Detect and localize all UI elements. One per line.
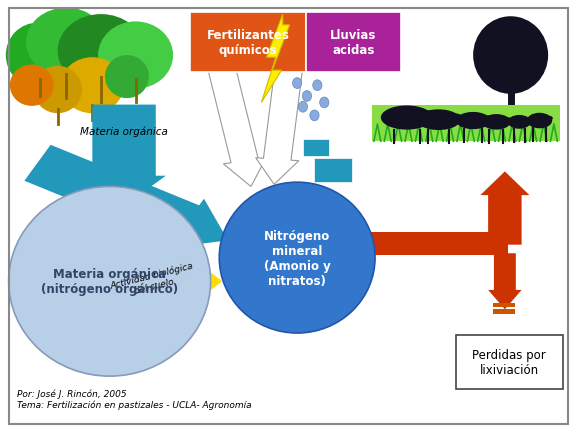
Ellipse shape (526, 118, 531, 123)
Text: Lluvias
acidas: Lluvias acidas (330, 29, 377, 57)
Text: Nitrógeno
mineral
(Amonio y
nitratos): Nitrógeno mineral (Amonio y nitratos) (264, 229, 331, 287)
Ellipse shape (33, 67, 82, 114)
Polygon shape (488, 254, 522, 310)
Ellipse shape (310, 111, 319, 121)
Ellipse shape (6, 24, 69, 88)
Ellipse shape (302, 91, 312, 102)
Polygon shape (261, 15, 290, 103)
Polygon shape (480, 172, 530, 245)
Bar (314, 159, 352, 183)
Ellipse shape (9, 187, 211, 376)
Ellipse shape (98, 22, 173, 89)
Ellipse shape (456, 113, 490, 130)
Ellipse shape (219, 183, 375, 333)
Ellipse shape (313, 81, 322, 91)
Bar (366, 232, 508, 256)
Text: Fertilizantes
químicos: Fertilizantes químicos (207, 29, 290, 57)
Ellipse shape (105, 56, 149, 99)
Text: Materia orgánica
(nitrógeno orgánico): Materia orgánica (nitrógeno orgánico) (41, 268, 178, 295)
Bar (303, 140, 329, 157)
Polygon shape (110, 257, 222, 306)
Ellipse shape (298, 102, 308, 113)
Polygon shape (256, 70, 302, 185)
Ellipse shape (504, 118, 511, 123)
Ellipse shape (293, 78, 302, 89)
Ellipse shape (61, 58, 124, 114)
Text: Materia orgánica: Materia orgánica (80, 126, 168, 136)
Text: Por: José J. Rincón, 2005: Por: José J. Rincón, 2005 (17, 388, 127, 398)
FancyBboxPatch shape (306, 13, 401, 73)
Bar (372, 105, 560, 142)
Polygon shape (83, 105, 166, 206)
Bar (493, 310, 515, 314)
Ellipse shape (508, 116, 531, 129)
Text: Tema: Fertilización en pastizales - UCLA- Agronomía: Tema: Fertilización en pastizales - UCLA… (17, 400, 252, 409)
Ellipse shape (417, 110, 460, 131)
Ellipse shape (527, 114, 552, 129)
Ellipse shape (482, 115, 511, 130)
Polygon shape (208, 69, 266, 187)
Ellipse shape (381, 106, 433, 130)
Ellipse shape (546, 117, 553, 121)
Text: Actividad biológica
del suelo: Actividad biológica del suelo (109, 261, 197, 300)
Ellipse shape (26, 9, 107, 77)
Ellipse shape (482, 116, 491, 121)
Ellipse shape (320, 98, 329, 108)
FancyBboxPatch shape (456, 335, 563, 389)
Ellipse shape (421, 111, 434, 118)
Ellipse shape (451, 114, 462, 120)
Polygon shape (24, 145, 228, 248)
Ellipse shape (473, 17, 548, 95)
Text: Perdidas por
lixiviación: Perdidas por lixiviación (473, 348, 546, 376)
Ellipse shape (10, 65, 54, 107)
Ellipse shape (58, 15, 144, 88)
Bar (493, 303, 515, 307)
FancyBboxPatch shape (190, 13, 306, 73)
